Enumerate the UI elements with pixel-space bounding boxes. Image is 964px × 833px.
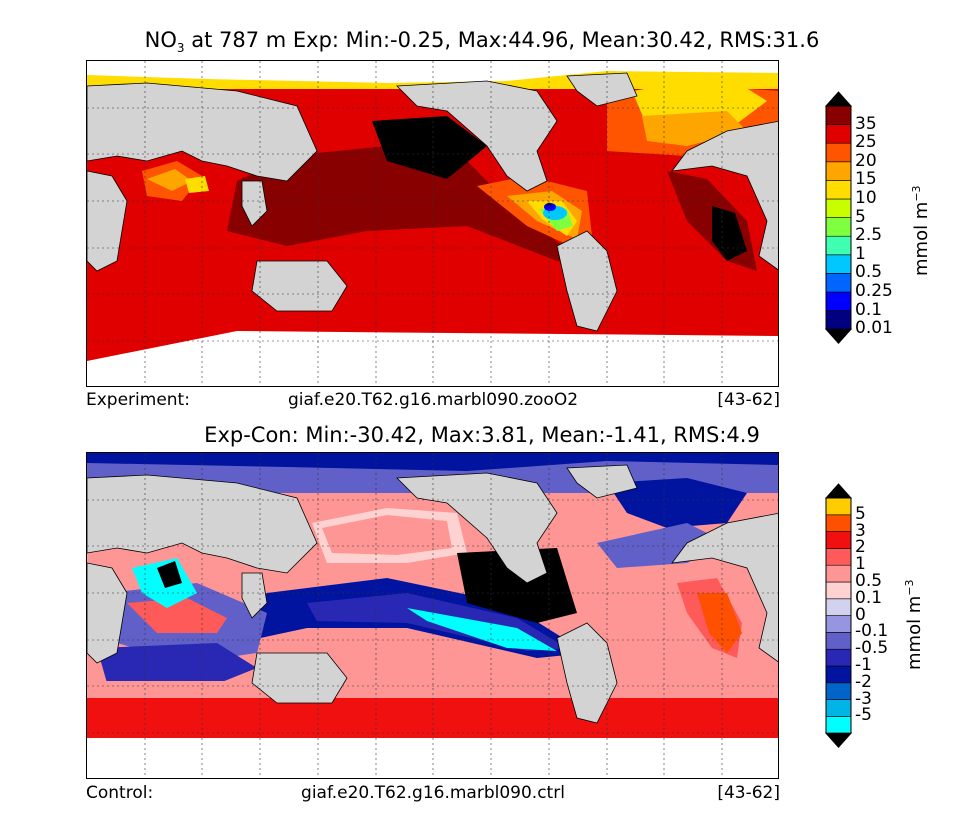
colorbar-tick-label: 2.5 [855, 225, 883, 246]
difference-unit-label: mmol m−3 [903, 579, 925, 670]
colorbar-frame [825, 105, 852, 330]
colorbar-tick-label: -0.5 [855, 638, 889, 659]
colorbar-bin [825, 105, 852, 125]
colorbar-tick-label: 5 [855, 503, 866, 524]
experiment-colorbar [824, 91, 853, 344]
colorbar-frame [825, 497, 852, 734]
colorbar-tick-label: 1 [855, 243, 866, 264]
colorbar-tick-label: 25 [855, 132, 877, 153]
colorbar-tick-label: 1 [855, 554, 866, 575]
colorbar-tick-label: 20 [855, 150, 877, 171]
colorbar-tick-label: 0.5 [855, 571, 883, 591]
colorbar-tick-label: 3 [855, 520, 866, 541]
colorbar-bin [825, 716, 852, 734]
colorbar-bin [825, 699, 852, 717]
colorbar-tick-label: 35 [855, 113, 877, 134]
colorbar-tick-label: 0.5 [855, 262, 883, 283]
footer-label: Experiment: [86, 390, 190, 410]
colorbar-bin [825, 161, 852, 181]
colorbar-tick-label: -0.1 [855, 621, 889, 642]
colorbar-bin [825, 648, 852, 667]
difference-colorbar [824, 483, 853, 748]
colorbar-tick-label: 10 [855, 188, 877, 208]
colorbar-bin [825, 124, 852, 144]
colorbar-over-triangle [824, 483, 853, 499]
colorbar-over-triangle [824, 91, 853, 107]
year-range: [43-62] [717, 783, 780, 803]
case-name: giaf.e20.T62.g16.marbl090.zooO2 [287, 390, 579, 410]
colorbar-tick-label: 0.01 [855, 318, 893, 339]
year-range: [43-62] [717, 390, 780, 410]
colorbar-bin [825, 254, 852, 274]
colorbar-bin [825, 291, 852, 311]
top-panel-title: NO3 at 787 m Exp: Min:-0.25, Max:44.96, … [144, 28, 820, 56]
colorbar-tick-label: 0.1 [855, 299, 883, 320]
colorbar-bin [825, 531, 852, 549]
colorbar-tick-label: 0 [855, 604, 866, 625]
colorbar-under-triangle [824, 328, 853, 344]
bottom-panel-title: Exp-Con: Min:-30.42, Max:3.81, Mean:-1.4… [204, 423, 760, 447]
colorbar-tick-label: 5 [855, 206, 866, 227]
colorbar-bin [825, 665, 852, 684]
experiment-unit-label: mmol m−3 [910, 185, 932, 276]
colorbar-bin [825, 598, 852, 616]
colorbar-tick-label: -3 [855, 688, 872, 709]
colorbar-bin [825, 497, 852, 516]
colorbar-bin [825, 514, 852, 532]
colorbar-bin [825, 548, 852, 566]
colorbar-tick-label: 0.1 [855, 587, 883, 608]
colorbar-tick-label: -2 [855, 671, 872, 692]
footer-label: Control: [86, 783, 154, 803]
colorbar-bin [825, 615, 852, 633]
colorbar-tick-label: -1 [855, 655, 872, 675]
case-name: giaf.e20.T62.g16.marbl090.ctrl [301, 783, 565, 803]
colorbar-bin [825, 198, 852, 218]
difference-map [86, 452, 779, 779]
colorbar-under-triangle [824, 732, 853, 748]
experiment-map [86, 60, 779, 387]
colorbar-tick-label: -5 [855, 705, 872, 726]
colorbar-bin [825, 273, 852, 293]
colorbar-tick-label: 15 [855, 169, 877, 190]
colorbar-bin [825, 235, 852, 256]
colorbar-bin [825, 142, 852, 163]
colorbar-bin [825, 310, 852, 330]
colorbar-bin [825, 564, 852, 583]
colorbar-bin [825, 632, 852, 650]
colorbar-tick-label: 0.25 [855, 281, 893, 301]
colorbar-bin [825, 682, 852, 700]
colorbar-bin [825, 581, 852, 600]
colorbar-bin [825, 217, 852, 237]
colorbar-bin [825, 180, 852, 200]
colorbar-tick-label: 2 [855, 537, 866, 558]
